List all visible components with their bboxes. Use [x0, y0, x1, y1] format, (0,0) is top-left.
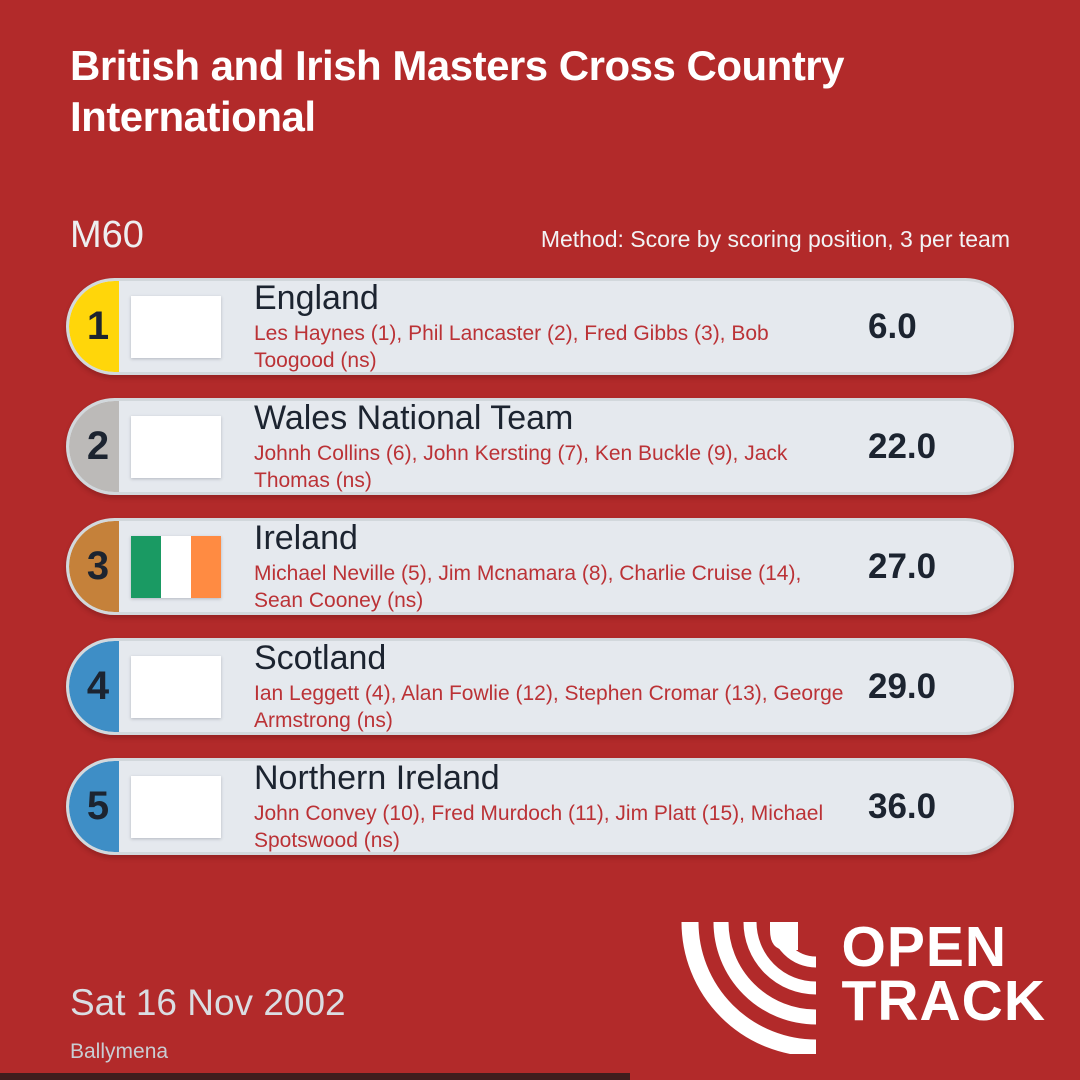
track-arcs-icon	[681, 921, 816, 1054]
rank-badge: 4	[69, 641, 119, 732]
score-cell: 27.0	[868, 547, 996, 587]
team-name: Ireland	[254, 518, 358, 557]
rank-badge: 2	[69, 401, 119, 492]
result-row-4: 4 Scotland Ian Leggett (4), Alan Fowlie …	[66, 638, 1014, 735]
team-name: Northern Ireland	[254, 758, 500, 797]
meta-row: M60 Method: Score by scoring position, 3…	[70, 214, 1010, 257]
opentrack-wordmark: OPEN TRACK	[841, 915, 1046, 1034]
opentrack-logo: OPEN TRACK	[668, 918, 1046, 1054]
logo-open: OPEN	[841, 915, 1008, 979]
england-flag	[131, 295, 221, 358]
event-date: Sat 16 Nov 2002	[70, 982, 346, 1023]
score-cell: 29.0	[868, 667, 996, 707]
result-row-1: 1 England Les Haynes (1), Phil Lancaster…	[66, 278, 1014, 375]
results-list: 1 England Les Haynes (1), Phil Lancaster…	[66, 278, 1014, 878]
team-runners: Michael Neville (5), Jim Mcnamara (8), C…	[254, 561, 802, 612]
team-info: Wales National Team Johnh Collins (6), J…	[254, 398, 854, 492]
rank-number: 1	[86, 304, 110, 348]
score-cell: 6.0	[868, 307, 996, 347]
rank-badge: 5	[69, 761, 119, 852]
result-row-5: 5 Northern Ireland John Convey (10), Fre…	[66, 758, 1014, 855]
page-title-line1: British and Irish Masters Cross Country	[70, 42, 845, 89]
scoring-method-label: Method: Score by scoring position, 3 per…	[540, 226, 1010, 252]
rank-number: 2	[86, 424, 110, 468]
logo-track: TRACK	[841, 969, 1046, 1034]
category-label: M60	[70, 214, 144, 256]
result-row-3: 3 Ireland Michael Neville (5), Jim Mcnam…	[66, 518, 1014, 615]
team-runners: Ian Leggett (4), Alan Fowlie (12), Steph…	[254, 681, 844, 732]
team-runners: Johnh Collins (6), John Kersting (7), Ke…	[254, 441, 788, 492]
page-title: British and Irish Masters Cross Country …	[70, 40, 845, 142]
event-location: Ballymena	[70, 1040, 169, 1063]
team-name: Wales National Team	[254, 398, 574, 437]
ireland-flag	[131, 535, 221, 598]
rank-number: 3	[86, 544, 110, 588]
team-info: Scotland Ian Leggett (4), Alan Fowlie (1…	[254, 638, 854, 732]
northern-ireland-flag	[131, 775, 221, 838]
page-title-line2: International	[70, 93, 316, 141]
team-score: 27.0	[868, 546, 937, 586]
score-cell: 36.0	[868, 787, 996, 827]
team-score: 22.0	[868, 426, 937, 466]
bottom-bar	[0, 1073, 630, 1080]
team-name: Scotland	[254, 638, 387, 677]
team-runners: Les Haynes (1), Phil Lancaster (2), Fred…	[254, 321, 769, 372]
team-name: England	[254, 278, 379, 317]
rank-badge: 3	[69, 521, 119, 612]
team-info: Ireland Michael Neville (5), Jim Mcnamar…	[254, 518, 854, 612]
team-score: 36.0	[868, 786, 937, 826]
team-runners: John Convey (10), Fred Murdoch (11), Jim…	[254, 801, 824, 852]
team-score: 29.0	[868, 666, 937, 706]
result-row-2: 2 Wales National Team Johnh Collins (6),…	[66, 398, 1014, 495]
rank-number: 4	[86, 664, 110, 708]
rank-badge: 1	[69, 281, 119, 372]
wales-flag	[131, 415, 221, 478]
team-info: England Les Haynes (1), Phil Lancaster (…	[254, 278, 854, 372]
team-score: 6.0	[868, 306, 917, 346]
scotland-flag	[131, 655, 221, 718]
rank-number: 5	[86, 784, 110, 828]
team-info: Northern Ireland John Convey (10), Fred …	[254, 758, 854, 852]
score-cell: 22.0	[868, 427, 996, 467]
